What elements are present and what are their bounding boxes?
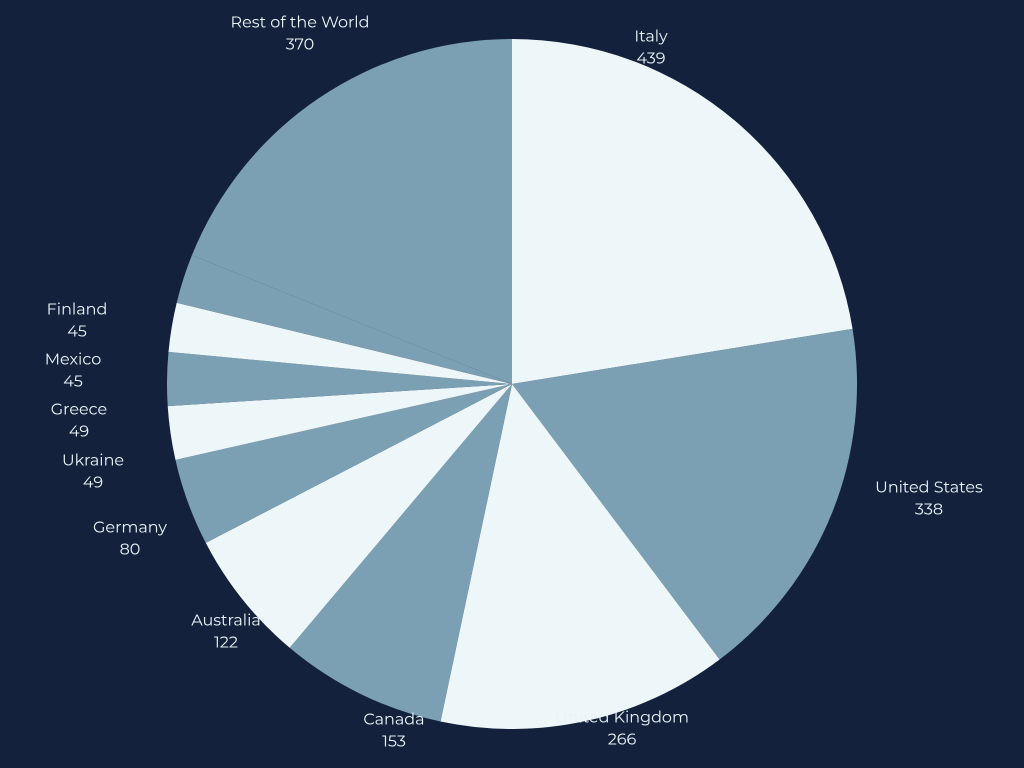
pie-chart: Italy439United States338United Kingdom26… bbox=[0, 0, 1024, 768]
pie-svg bbox=[0, 0, 1024, 768]
